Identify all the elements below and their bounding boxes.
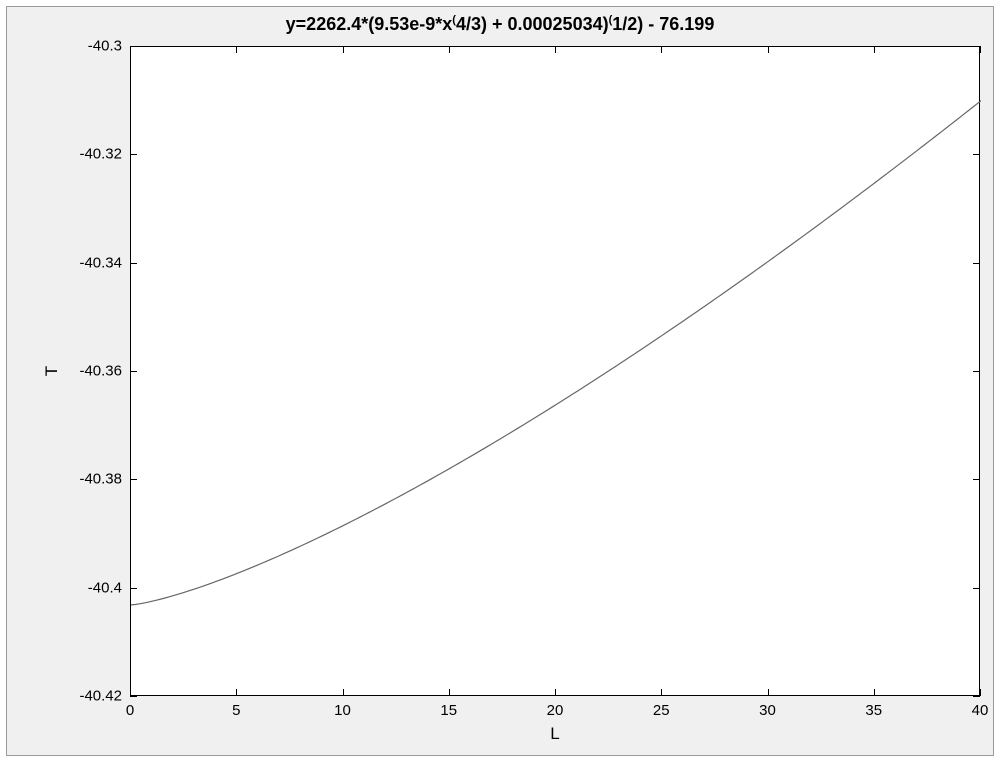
y-tick-label: -40.32 [79,146,122,163]
x-tick-top [874,46,875,53]
x-tick-label: 40 [972,702,989,719]
x-tick-top [130,46,131,53]
y-tick-right [973,588,980,589]
x-tick-top [555,46,556,53]
x-tick-top [449,46,450,53]
y-tick [130,479,137,480]
data-curve [131,101,981,605]
x-tick-label: 5 [232,702,240,719]
x-tick [768,689,769,696]
x-tick-label: 15 [440,702,457,719]
x-tick [661,689,662,696]
y-tick [130,154,137,155]
y-tick-label: -40.3 [88,38,122,55]
x-tick [555,689,556,696]
y-tick-right [973,479,980,480]
x-tick-label: 25 [653,702,670,719]
x-tick-top [768,46,769,53]
x-tick-top [236,46,237,53]
y-tick-label: -40.36 [79,363,122,380]
y-tick [130,263,137,264]
x-tick [874,689,875,696]
curve-svg [131,47,981,697]
y-tick-label: -40.4 [88,579,122,596]
x-tick [343,689,344,696]
y-tick [130,588,137,589]
x-tick-top [980,46,981,53]
x-tick-label: 20 [547,702,564,719]
plot-area [130,46,980,696]
x-tick-top [661,46,662,53]
y-tick-right [973,154,980,155]
y-tick-label: -40.34 [79,254,122,271]
x-tick [130,689,131,696]
y-axis-label: T [42,366,62,376]
x-tick-label: 30 [759,702,776,719]
y-tick-label: -40.42 [79,688,122,705]
x-tick [980,689,981,696]
y-tick [130,696,137,697]
y-tick-right [973,46,980,47]
x-axis-label: L [550,724,559,744]
x-tick [236,689,237,696]
x-tick-top [343,46,344,53]
x-tick-label: 35 [865,702,882,719]
x-tick-label: 0 [126,702,134,719]
y-tick [130,46,137,47]
y-tick-right [973,696,980,697]
y-tick-right [973,263,980,264]
figure-frame: y=2262.4*(9.53e-9*x(4/3) + 0.00025034)(1… [0,0,1000,762]
x-tick [449,689,450,696]
y-tick-label: -40.38 [79,471,122,488]
y-tick [130,371,137,372]
chart-title: y=2262.4*(9.53e-9*x(4/3) + 0.00025034)(1… [0,14,1000,35]
x-tick-label: 10 [334,702,351,719]
y-tick-right [973,371,980,372]
